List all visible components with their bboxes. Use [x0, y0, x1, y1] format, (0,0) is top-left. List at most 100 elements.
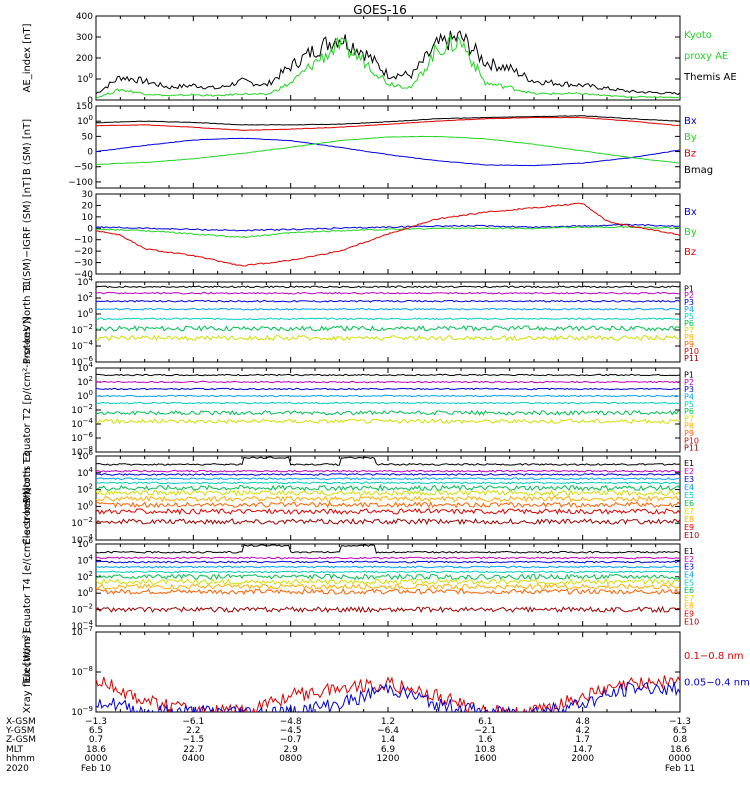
time-axis-cell-mlt: 14.7 — [573, 745, 593, 755]
y-tick-label: 10−7 — [71, 625, 93, 638]
legend-entry: E9 — [684, 610, 694, 619]
series-e_t3-e5 — [96, 481, 680, 485]
series-e_t4-e2 — [96, 556, 680, 560]
legend-entry: Themis AE — [683, 72, 737, 83]
y-tick-label: 10−2 — [71, 603, 93, 616]
y-axis-label: AE_index [nT] — [22, 23, 33, 92]
series-e_t3-e11 — [96, 517, 680, 526]
series-e_t3-e7 — [96, 489, 680, 497]
time-axis-cell-hhmm: 0800 — [279, 754, 302, 764]
y-tick-label: 102 — [77, 483, 93, 496]
legend-entry: P6 — [684, 407, 694, 416]
legend-entry: E2 — [684, 555, 694, 564]
legend-entry: P5 — [684, 312, 694, 321]
time-axis-row-label: Z-GSM — [6, 735, 36, 745]
panel-e_t3: 10−4 10−2 100 102 104 106 Electrons North T3 E1… — [22, 449, 699, 546]
panel-ae: 0 100 200 300 400 AE_index [nT] Kyoto proxy AE T… — [22, 12, 737, 106]
time-axis-cell-hhmm: 2000 — [571, 754, 594, 764]
series-xray-0-05-0-4-nm — [96, 681, 680, 712]
y-tick-label: 30 — [82, 190, 94, 200]
legend-entry: E8 — [684, 602, 694, 611]
y-tick-label: 0 — [87, 96, 93, 106]
series-e_t3-e1 — [96, 456, 680, 466]
y-tick-label: 300 — [76, 33, 93, 43]
series-e_t4-e8 — [96, 583, 680, 590]
y-tick-label: 10−2 — [71, 403, 93, 416]
series-group — [96, 373, 680, 425]
legend-entry: P2 — [684, 291, 694, 300]
y-tick-label: 102 — [77, 570, 93, 583]
y-tick-label: 104 — [77, 275, 93, 288]
series-e_t4-e1 — [96, 544, 680, 554]
legend-entry: E3 — [684, 475, 694, 484]
time-axis-cell-ygsm: 2.2 — [186, 726, 200, 736]
time-axis-cell-hhmm: 0400 — [182, 754, 205, 764]
y-tick-label: 10−6 — [71, 355, 93, 368]
y-tick-label: 10 — [82, 213, 94, 223]
panel-frame — [95, 631, 681, 713]
y-tick-label: 0 — [87, 224, 93, 234]
series-e_t3-e3 — [96, 473, 680, 476]
legend-entry: P5 — [684, 400, 694, 409]
panel-frame — [95, 543, 681, 627]
series-e_t3-e2 — [96, 469, 680, 473]
time-axis-cell-zgsm: 1.4 — [381, 735, 396, 745]
y-tick-label: 0 — [87, 148, 93, 158]
series-p_t2-p5 — [96, 401, 680, 405]
series-p_t1-p3 — [96, 299, 680, 303]
legend-entry: E4 — [684, 483, 694, 492]
legend-entry: E8 — [684, 515, 694, 524]
y-tick-label: 10−9 — [71, 705, 93, 718]
time-axis-cell-hhmm: 0000 — [669, 754, 692, 764]
y-axis-label: B (SM) [nT] — [22, 119, 33, 175]
time-axis-cell-hhmm: 1200 — [377, 754, 400, 764]
legend-entry: Bx — [684, 207, 697, 218]
y-tick-label: 104 — [77, 466, 93, 479]
time-axis-cell-zgsm: −1.5 — [182, 735, 204, 745]
legend-entry: E2 — [684, 467, 694, 476]
series-ae-themis-ae — [96, 30, 680, 96]
time-axis-cell-ygsm: −4.5 — [280, 726, 302, 736]
y-tick-label: 10−4 — [71, 417, 93, 430]
panel-frame — [95, 455, 681, 541]
legend-entry: E10 — [684, 531, 699, 540]
panel-xray: 10−9 10−8 10−7 Xray flux [W/m²] 0.1−0.8 nm 0.… — [22, 625, 750, 718]
legend-entry: P9 — [684, 340, 694, 349]
series-group — [96, 115, 680, 167]
y-tick-label: 104 — [77, 361, 93, 374]
series-e_t3-e4 — [96, 477, 680, 481]
series-e_t4-e3 — [96, 560, 680, 564]
y-tick-label: −100 — [68, 178, 93, 188]
time-axis-cell-date: Feb 10 — [81, 764, 112, 774]
series-p_t1-p7 — [96, 334, 680, 342]
time-axis-cell-ygsm: −6.4 — [377, 726, 399, 736]
legend-entry: Bz — [684, 149, 696, 160]
time-axis-row-label: X-GSM — [6, 717, 36, 727]
time-axis-cell-hhmm: 1600 — [474, 754, 497, 764]
series-p_t1-p6 — [96, 325, 680, 332]
legend-entry: E6 — [684, 586, 694, 595]
time-axis-table: X-GSMY-GSMZ-GSMMLThhmm2020−1.36.50.718.6… — [5, 717, 695, 774]
y-tick-label: −40 — [74, 270, 93, 280]
legend-entry: P8 — [684, 422, 694, 431]
legend-entry: E4 — [684, 570, 694, 579]
y-tick-label: 10−4 — [71, 619, 93, 632]
legend-entry: Bx — [684, 116, 697, 127]
series-bsm-by — [96, 135, 680, 165]
y-axis-label: Electrons Equator T4 [e/(cm²-s-sr-keV)] — [22, 487, 33, 682]
time-axis-row-label: Y-GSM — [5, 726, 34, 736]
series-bdiff-by — [96, 225, 680, 239]
legend-entry: P8 — [684, 333, 694, 342]
series-group — [96, 456, 680, 526]
legend-entry: P11 — [684, 354, 699, 363]
panel-e_t4: 10−4 10−2 100 102 104 106 Electrons Equator T4… — [22, 487, 699, 682]
series-xray-0-1-0-8-nm — [96, 675, 680, 712]
series-p_t2-p6 — [96, 409, 680, 416]
y-tick-label: 102 — [77, 291, 93, 304]
series-p_t2-p4 — [96, 394, 680, 398]
legend-entry: By — [684, 132, 697, 143]
series-ae-kyoto-proxy-ae — [96, 33, 680, 99]
legend-entry: P9 — [684, 429, 694, 438]
